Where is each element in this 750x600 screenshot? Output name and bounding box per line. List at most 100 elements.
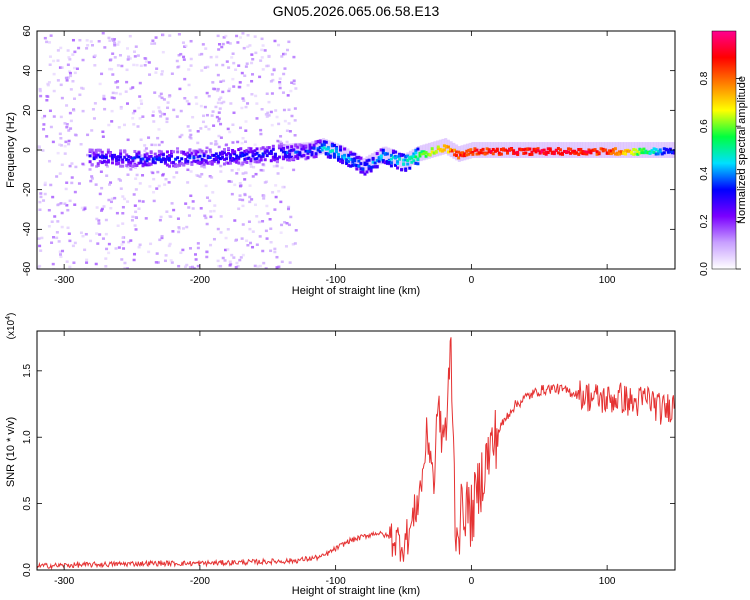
spectrogram-ridge-cell <box>414 155 418 159</box>
spectrogram-ridge-cell <box>151 157 155 161</box>
spectrogram-noise-cell <box>117 246 121 249</box>
spectrogram-ridge-cell <box>202 154 206 158</box>
spectrogram-noise-cell <box>100 209 104 212</box>
spectrogram-noise-cell <box>132 193 136 196</box>
spectrogram-noise-cell <box>225 143 229 146</box>
spectrogram-ridge-cell <box>377 159 381 163</box>
spectrogram-ridge-cell <box>591 148 595 152</box>
spectrogram-ridge-cell <box>314 155 318 159</box>
spectrogram-noise-cell <box>243 74 247 78</box>
spectrogram-noise-cell <box>283 119 287 123</box>
snr-x-tick-label: -100 <box>326 576 346 587</box>
spectrogram-noise-cell <box>64 76 68 80</box>
spectrogram-ridge-cell <box>436 146 440 150</box>
spectrogram-ridge-cell <box>636 152 640 156</box>
spectrogram-noise-cell <box>284 245 288 248</box>
spectrogram-ridge-cell <box>672 151 675 155</box>
spectrogram-ridge-cell <box>133 163 137 167</box>
spectrogram-ridge-cell <box>418 154 422 158</box>
spectrogram-noise-cell <box>236 140 240 144</box>
spectrogram-ridge-cell <box>432 151 436 155</box>
spectrogram-noise-cell <box>265 204 269 208</box>
spectrogram-ridge-cell <box>442 144 446 148</box>
spectrogram-ridge-cell <box>153 157 157 161</box>
spectrogram-ridge-cell <box>206 161 210 165</box>
spectrogram-noise-cell <box>175 59 179 63</box>
spectrogram-noise-cell <box>137 207 141 210</box>
spectrogram-band-cell <box>582 142 586 158</box>
spectrogram-ridge-cell <box>534 147 538 151</box>
spectrogram-noise-cell <box>78 93 82 97</box>
spectrogram-ridge-cell <box>467 152 471 156</box>
spectrogram-noise-cell <box>179 109 183 113</box>
spectrogram-ridge-cell <box>284 155 288 159</box>
spectrogram-ridge-cell <box>563 149 567 153</box>
spectrogram-ridge-cell <box>159 158 163 162</box>
spectrogram-ridge-cell <box>94 150 98 154</box>
spectrogram-ridge-cell <box>379 157 383 161</box>
spectrogram-ridge-cell <box>271 158 275 162</box>
spectrogram-ridge-cell <box>414 148 418 152</box>
spectrogram-noise-cell <box>219 122 223 126</box>
spectrogram-ridge-cell <box>532 147 536 151</box>
spectrogram-noise-cell <box>83 248 87 252</box>
spectrogram-ridge-cell <box>145 152 149 156</box>
spectrogram-noise-cell <box>277 43 281 47</box>
spectrogram-ridge-cell <box>658 150 662 154</box>
spectrogram-ridge-cell <box>526 147 530 151</box>
spectrogram-noise-cell <box>75 67 79 71</box>
spectrogram-noise-cell <box>187 206 191 209</box>
spectrogram-ridge-cell <box>277 146 281 150</box>
spectrogram-noise-cell <box>221 90 225 94</box>
spectrogram-ridge-cell <box>184 152 188 156</box>
spectrogram-noise-cell <box>209 243 213 247</box>
spectrogram-ridge-cell <box>396 160 400 164</box>
spectrogram-noise-cell <box>249 162 253 166</box>
spectrogram-ridge-cell <box>249 159 253 163</box>
spectrogram-ridge-cell <box>418 151 422 155</box>
spectrogram-noise-cell <box>236 41 240 44</box>
spectrogram-noise-cell <box>219 231 223 234</box>
spectrogram-noise-cell <box>186 181 190 184</box>
spectrogram-noise-cell <box>89 239 93 243</box>
spectrogram-noise-cell <box>215 63 219 67</box>
spectrogram-noise-cell <box>39 195 43 199</box>
spectrogram-noise-cell <box>85 39 89 42</box>
spectrogram-noise-cell <box>73 190 77 194</box>
spectrogram-noise-cell <box>184 202 188 205</box>
spectrogram-noise-cell <box>69 127 73 130</box>
spectrogram-ridge-cell <box>117 158 121 162</box>
spectrogram-noise-cell <box>68 164 72 168</box>
spectrogram-ridge-cell <box>127 162 131 166</box>
spectrogram-ridge-cell <box>642 147 646 151</box>
spectrogram-ridge-cell <box>640 148 644 152</box>
spectrogram-ridge-cell <box>357 164 361 168</box>
spectrogram-noise-cell <box>228 42 232 45</box>
spectrogram-ridge-cell <box>255 160 259 164</box>
spectrogram-noise-cell <box>151 110 155 113</box>
spectrogram-noise-cell <box>261 220 265 223</box>
spectrogram-noise-cell <box>269 227 273 231</box>
spectrogram-noise-cell <box>201 43 205 46</box>
spectrogram-noise-cell <box>179 52 183 56</box>
spectrogram-noise-cell <box>85 261 89 264</box>
spectrogram-noise-cell <box>236 265 240 268</box>
spectrogram-ridge-cell <box>231 148 235 152</box>
spectrogram-noise-cell <box>100 72 104 76</box>
spectrogram-ridge-cell <box>135 155 139 159</box>
spectrogram-noise-cell <box>162 112 166 116</box>
spectrogram-noise-cell <box>124 90 128 93</box>
spectrogram-noise-cell <box>51 140 55 144</box>
spectrogram-noise-cell <box>178 87 182 91</box>
spectrogram-ridge-cell <box>620 151 624 155</box>
spectrogram-noise-cell <box>118 179 122 182</box>
spectrogram-ridge-cell <box>341 158 345 162</box>
spectrogram-noise-cell <box>185 99 189 103</box>
spectrogram-noise-cell <box>269 249 273 253</box>
spectrogram-ridge-cell <box>310 151 314 155</box>
spectrogram-ridge-cell <box>188 156 192 160</box>
spectrogram-ridge-cell <box>125 164 129 168</box>
spectrogram-noise-cell <box>151 171 155 175</box>
spectrogram-ridge-cell <box>367 164 371 168</box>
spectrogram-ridge-cell <box>394 156 398 160</box>
